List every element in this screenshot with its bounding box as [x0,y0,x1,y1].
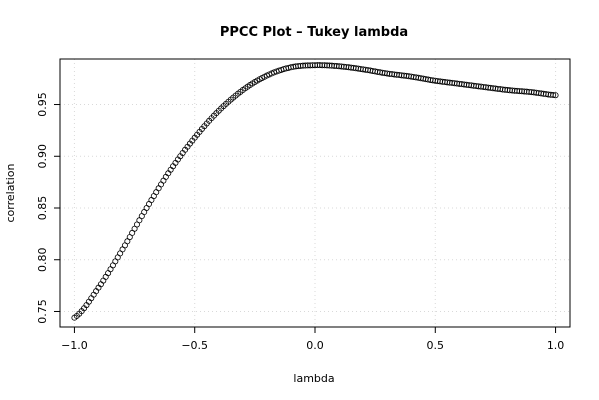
chart-title: PPCC Plot – Tukey lambda [220,25,408,40]
x-tick-label: 0.5 [427,339,445,352]
x-tick-label: 0.0 [306,339,324,352]
y-tick-label: 0.75 [36,299,49,324]
y-tick-label: 0.90 [36,144,49,169]
x-tick-label: −0.5 [181,339,208,352]
grid [60,59,570,327]
x-tick-label: 1.0 [547,339,565,352]
y-tick-label: 0.85 [36,196,49,221]
data-point [552,92,559,99]
data-point [550,92,557,99]
x-tick-label: −1.0 [61,339,88,352]
x-axis: −1.0 −0.5 0.0 0.5 1.0 [61,326,565,352]
y-tick-label: 0.80 [36,247,49,272]
data-points [71,62,559,321]
x-axis-label: lambda [293,372,334,385]
y-axis-label: correlation [4,163,17,222]
y-axis: 0.75 0.80 0.85 0.90 0.95 [36,92,61,324]
y-tick-label: 0.95 [36,92,49,117]
